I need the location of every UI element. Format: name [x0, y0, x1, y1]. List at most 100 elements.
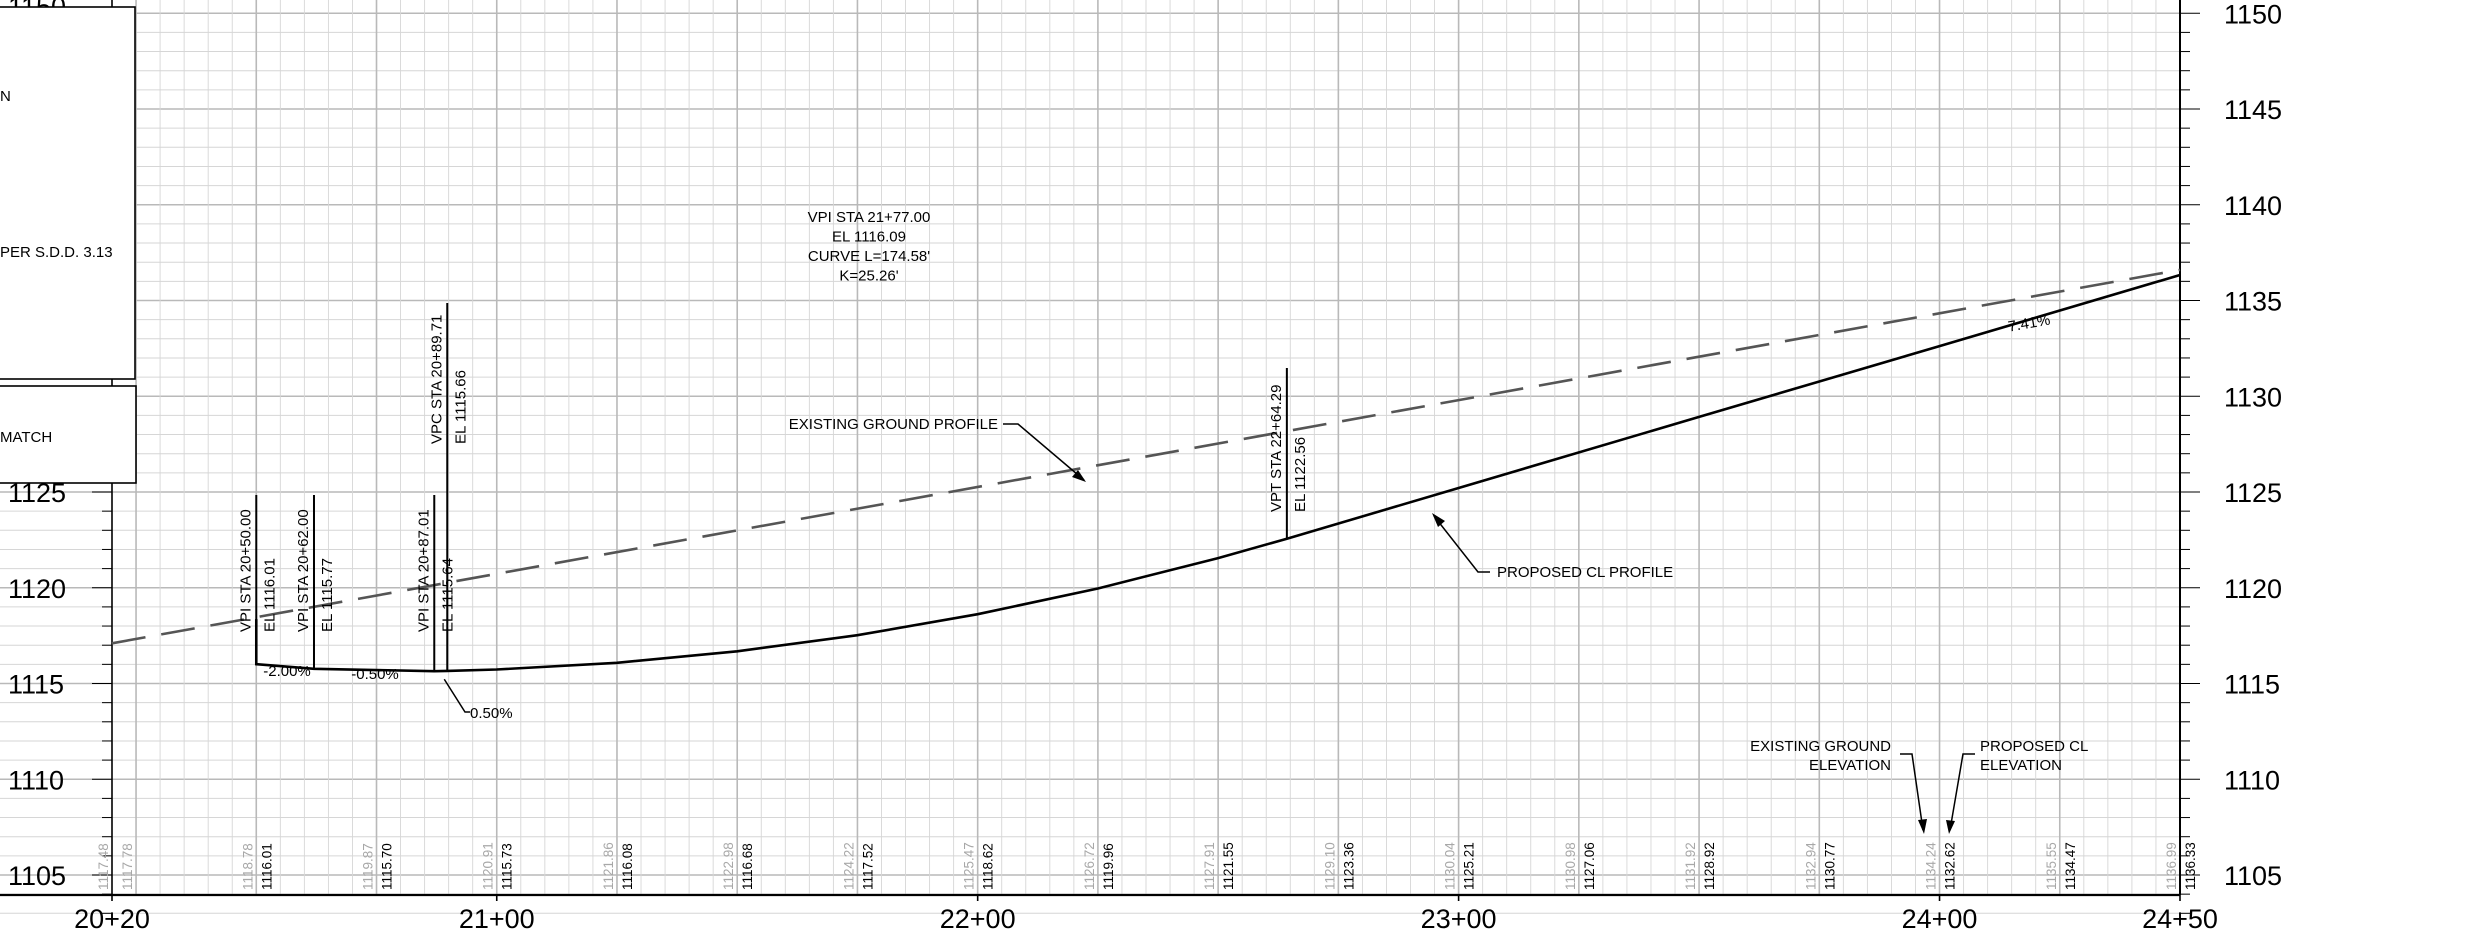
grid-layer [0, 0, 2181, 914]
proposed-elevation-label: 1130.77 [1822, 842, 1837, 890]
proposed-elevation-arrowhead [1946, 820, 1955, 834]
vpi1-elevation-label: EL 1116.01 [261, 558, 278, 632]
proposed-profile-label: PROPOSED CL PROFILE [1497, 564, 1673, 581]
existing-profile-arrowhead [1072, 470, 1086, 482]
curve-data-line: VPI STA 21+77.00 [808, 209, 931, 226]
existing-elevation-label: 1132.94 [1803, 842, 1818, 890]
existing-elevation-label: 1136.99 [2164, 842, 2179, 890]
existing-elevation-legend: ELEVATION [1809, 757, 1891, 774]
y-tick-label-right: 1130 [2224, 382, 2282, 412]
curve-data-line: CURVE L=174.58' [808, 248, 930, 265]
grade-label: -2.00% [263, 663, 311, 680]
elevation-table: 1117.48 1117.78 1118.78 1119.87 1120.91 1121.… [96, 842, 2198, 890]
title-block-text-2: PER S.D.D. 3.13 [0, 244, 113, 261]
proposed-elevation-label: 1116.08 [620, 843, 635, 890]
y-tick-label-left: 1105 [8, 861, 66, 891]
existing-profile-leader [1003, 423, 1085, 481]
curve-data-line: EL 1116.09 [832, 229, 906, 246]
existing-elevation-label: 1130.98 [1563, 842, 1578, 890]
existing-elevation-label: 1126.72 [1082, 842, 1097, 890]
proposed-cl-line [254, 273, 2181, 673]
y-tick-label-right: 1135 [2224, 287, 2282, 317]
x-tick-label: 24+50 [2142, 904, 2218, 934]
vpc-elevation-label: EL 1115.66 [452, 370, 469, 444]
existing-ground-line [111, 268, 2181, 645]
existing-elevation-label: 1117.78 [120, 843, 135, 890]
proposed-elevation-label: 1116.68 [740, 843, 755, 890]
existing-elevation-label: 1127.91 [1202, 842, 1217, 890]
title-block: 1150 N PER S.D.D. 3.13 MATCH [0, 0, 137, 484]
grade-label: -0.50% [351, 666, 399, 683]
existing-elevation-label: 1131.92 [1683, 842, 1698, 890]
vpi2-station-label: VPI STA 20+62.00 [295, 509, 312, 632]
y-tick-label-right: 1140 [2224, 191, 2282, 221]
proposed-elevation-label: 1127.06 [1582, 842, 1597, 890]
proposed-profile-leader [1433, 515, 1490, 573]
vpt-elevation-label: EL 1122.56 [1292, 437, 1309, 512]
grade-label: 0.50% [470, 705, 513, 722]
proposed-elevation-label: 1128.92 [1702, 842, 1717, 890]
proposed-elevation-label: 1123.36 [1341, 842, 1356, 890]
title-block-text-3: MATCH [0, 429, 52, 446]
existing-elevation-label: 1117.48 [96, 843, 111, 890]
existing-elevation-label: 1124.22 [841, 842, 856, 890]
grade-leader [443, 678, 470, 713]
existing-elevation-arrowhead [1918, 819, 1927, 834]
existing-elevation-leader [1900, 753, 1924, 831]
x-tick-label: 23+00 [1421, 904, 1497, 934]
vpt-station-label: VPT STA 22+64.29 [1268, 385, 1285, 512]
y-tick-label-left: 1115 [8, 670, 64, 700]
existing-elevation-label: 1118.78 [240, 843, 255, 890]
existing-elevation-label: 1135.55 [2044, 842, 2059, 890]
proposed-elevation-label: 1115.70 [380, 843, 395, 890]
existing-elevation-label: 1121.86 [601, 842, 616, 890]
vpi2-elevation-label: EL 1115.77 [319, 558, 336, 632]
existing-elevation-legend: EXISTING GROUND [1750, 738, 1891, 755]
proposed-elevation-label: 1134.47 [2063, 842, 2078, 890]
proposed-elevation-label: 1119.96 [1101, 843, 1116, 890]
y-tick-label-right: 1150 [2224, 0, 2282, 29]
axis-layer: 1105 1105 1110 1110 1115 1115 1120 1120 1125 1125… [0, 0, 2282, 934]
proposed-elevation-legend: PROPOSED CL [1980, 738, 2088, 755]
x-tick-label: 20+20 [74, 904, 150, 934]
proposed-elevation-label: 1116.01 [259, 843, 274, 890]
existing-elevation-label: 1119.87 [361, 843, 376, 890]
curve-data-line: K=25.26' [839, 268, 898, 285]
y-tick-label-right: 1110 [2224, 765, 2280, 795]
profile-lines [111, 268, 2181, 673]
existing-elevation-label: 1122.98 [721, 842, 736, 890]
proposed-elevation-label: 1118.62 [981, 843, 996, 890]
proposed-elevation-label: 1125.21 [1462, 842, 1477, 890]
existing-elevation-label: 1120.91 [481, 842, 496, 890]
title-block-box-lower [0, 385, 137, 484]
proposed-elevation-label: 1136.33 [2183, 842, 2198, 890]
existing-profile-label: EXISTING GROUND PROFILE [789, 416, 998, 433]
existing-elevation-label: 1125.47 [962, 842, 977, 890]
vpi3-station-label: VPI STA 20+87.01 [415, 509, 432, 632]
proposed-elevation-label: 1132.62 [1943, 842, 1958, 890]
x-tick-label: 22+00 [940, 904, 1016, 934]
y-tick-label-right: 1145 [2224, 95, 2282, 125]
existing-elevation-label: 1134.24 [1924, 842, 1939, 890]
vpi1-station-label: VPI STA 20+50.00 [237, 509, 254, 632]
x-tick-label: 21+00 [459, 904, 535, 934]
y-tick-label-right: 1105 [2224, 861, 2282, 891]
y-tick-label-left: 1110 [8, 765, 64, 795]
y-tick-label-right: 1120 [2224, 574, 2282, 604]
title-block-box-upper [0, 6, 136, 380]
x-tick-label: 24+00 [1902, 904, 1978, 934]
grade-label: 7.41% [2007, 312, 2052, 336]
vpc-station-label: VPC STA 20+89.71 [428, 315, 445, 444]
title-block-text-1: N [0, 88, 11, 105]
y-tick-label-left: 1120 [8, 574, 66, 604]
proposed-elevation-label: 1117.52 [860, 843, 875, 890]
existing-elevation-label: 1130.04 [1443, 842, 1458, 890]
existing-elevation-label: 1129.10 [1322, 842, 1337, 890]
proposed-elevation-label: 1121.55 [1221, 842, 1236, 890]
proposed-elevation-label: 1115.73 [500, 843, 515, 890]
y-tick-label-right: 1115 [2224, 670, 2280, 700]
y-tick-label-right: 1125 [2224, 478, 2282, 508]
proposed-elevation-leader [1949, 753, 1975, 831]
annotations-layer: VPI STA 20+50.00 EL 1116.01 VPI STA 20+62.… [237, 209, 2088, 834]
